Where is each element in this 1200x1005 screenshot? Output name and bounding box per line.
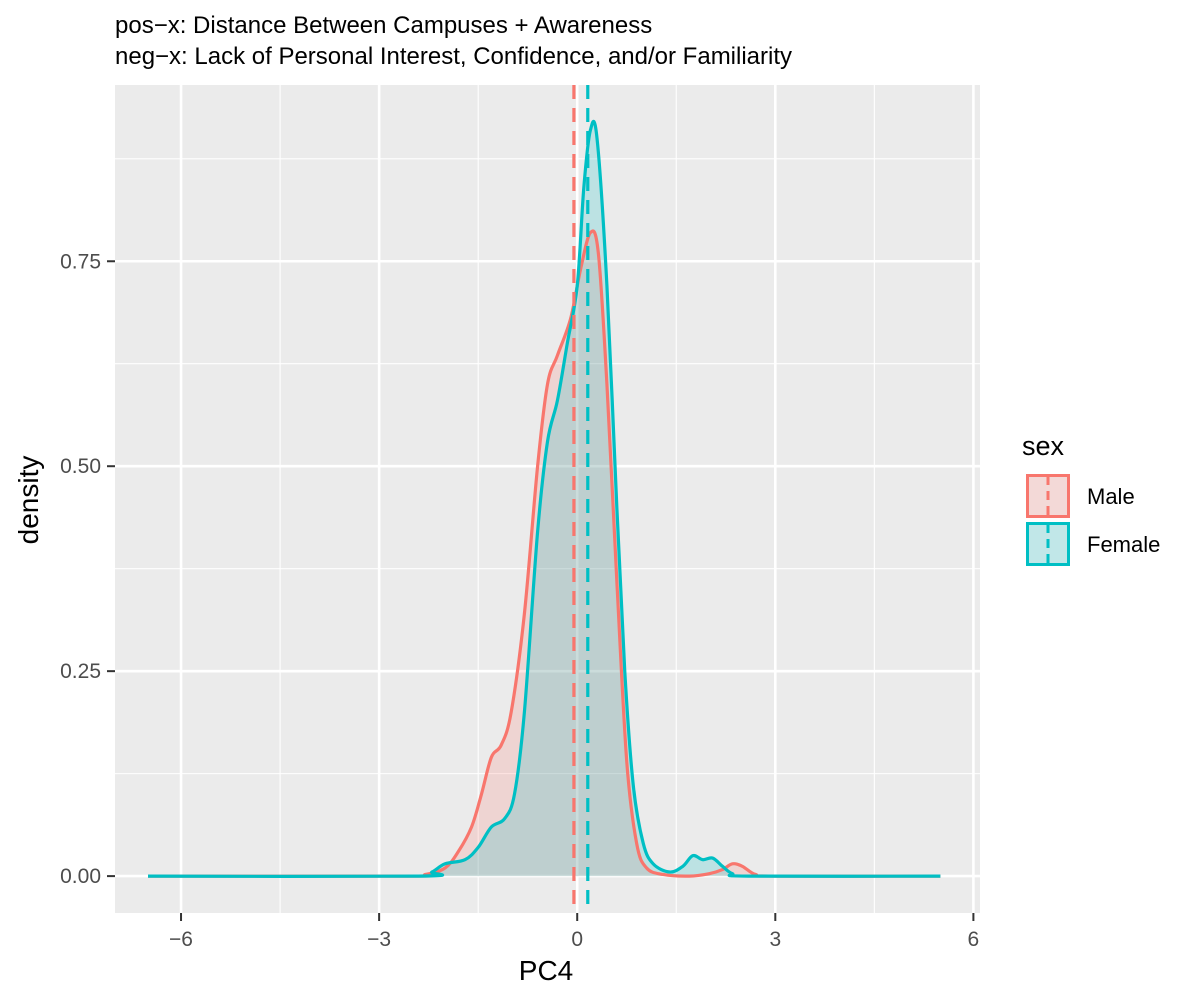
y-axis-label: density [13,456,44,545]
x-tick-label: −6 [169,928,193,951]
legend: sex Male Female [1022,431,1160,566]
plot-panel [115,85,980,913]
major-gridlines [115,85,980,913]
y-axis: 0.00 0.25 0.50 0.75 [60,250,115,888]
x-tick-label: 6 [968,928,980,951]
density-area-female [148,121,941,877]
chart-subtitle: neg−x: Lack of Personal Interest, Confid… [115,43,792,70]
x-tick-label: 0 [571,928,583,951]
legend-title: sex [1022,431,1065,461]
y-tick-label: 0.00 [60,865,101,888]
y-tick-label: 0.25 [60,660,101,683]
legend-label-female: Female [1087,532,1160,557]
y-tick-label: 0.75 [60,250,101,273]
density-areas [148,121,941,877]
minor-gridlines [115,85,980,913]
y-tick-label: 0.50 [60,455,101,478]
mean-lines [572,85,590,913]
x-axis-label: PC4 [519,955,573,986]
density-lines [148,119,941,879]
x-axis: −6 −3 0 3 6 [169,913,979,951]
x-tick-label: −3 [367,928,391,951]
chart-title: pos−x: Distance Between Campuses + Aware… [115,12,652,39]
density-line-male [148,229,941,878]
x-tick-label: 3 [769,928,781,951]
density-area-male [148,231,941,877]
legend-label-male: Male [1087,484,1135,509]
density-line-female [148,119,941,879]
